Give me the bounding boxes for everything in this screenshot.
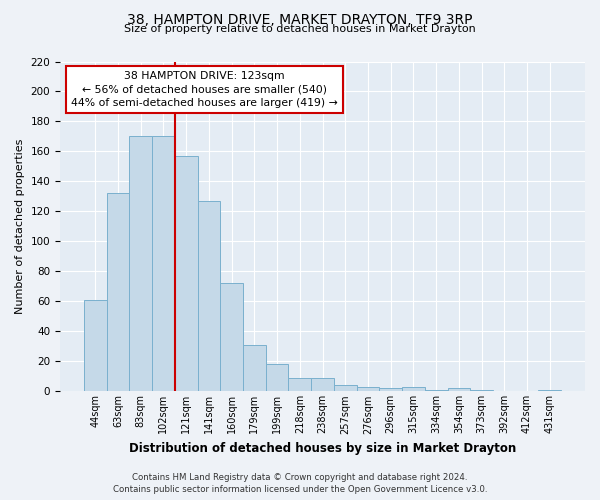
Bar [220,284,243,392]
Bar [470,390,493,392]
Bar [175,156,197,392]
Text: Size of property relative to detached houses in Market Drayton: Size of property relative to detached ho… [124,24,476,34]
Y-axis label: Number of detached properties: Number of detached properties [15,139,25,314]
Bar [243,345,266,392]
Text: 38 HAMPTON DRIVE: 123sqm
← 56% of detached houses are smaller (540)
44% of semi-: 38 HAMPTON DRIVE: 123sqm ← 56% of detach… [71,72,338,108]
Bar [311,378,334,392]
Text: 38, HAMPTON DRIVE, MARKET DRAYTON, TF9 3RP: 38, HAMPTON DRIVE, MARKET DRAYTON, TF9 3… [127,12,473,26]
Bar [107,194,130,392]
Bar [334,386,356,392]
Bar [425,390,448,392]
Bar [402,387,425,392]
Text: Contains HM Land Registry data © Crown copyright and database right 2024.
Contai: Contains HM Land Registry data © Crown c… [113,472,487,494]
Bar [538,390,561,392]
Bar [130,136,152,392]
Bar [266,364,289,392]
Bar [356,387,379,392]
X-axis label: Distribution of detached houses by size in Market Drayton: Distribution of detached houses by size … [129,442,516,455]
Bar [197,201,220,392]
Bar [289,378,311,392]
Bar [448,388,470,392]
Bar [84,300,107,392]
Bar [152,136,175,392]
Bar [379,388,402,392]
